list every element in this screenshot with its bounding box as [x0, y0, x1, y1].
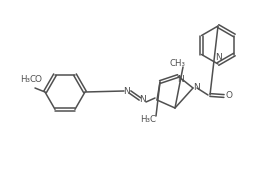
Text: N: N	[194, 84, 200, 93]
Text: N: N	[124, 86, 130, 96]
Text: N: N	[140, 96, 146, 105]
Text: H₃C: H₃C	[20, 74, 36, 84]
Text: CH₃: CH₃	[170, 58, 186, 68]
Text: O: O	[226, 92, 232, 101]
Text: N: N	[215, 53, 221, 62]
Text: N: N	[177, 76, 183, 85]
Text: O: O	[35, 74, 41, 84]
Text: H₃C: H₃C	[140, 116, 156, 125]
